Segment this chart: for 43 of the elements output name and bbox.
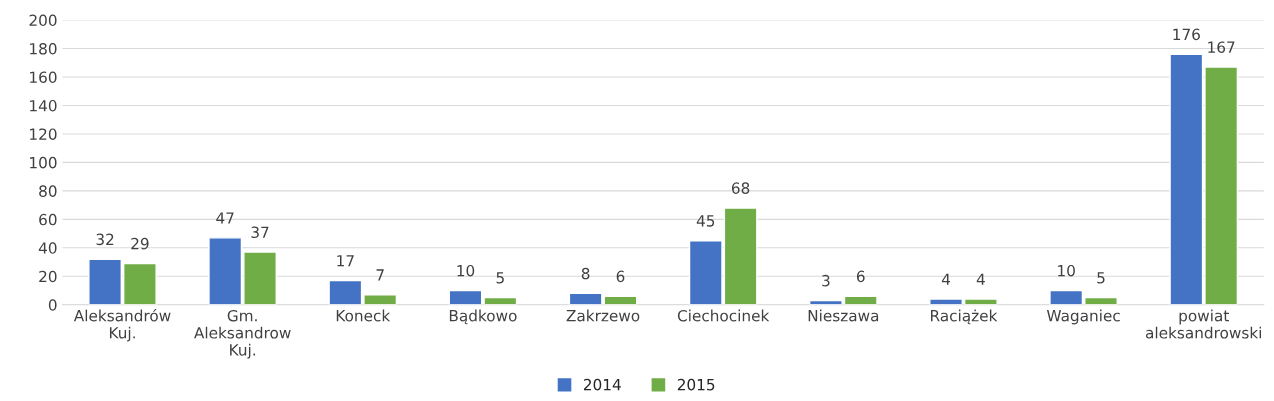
x-tick-label: Raciążek [931, 309, 998, 325]
x-tick-label: Koneck [336, 309, 391, 322]
data-label: 37 [251, 226, 269, 239]
x-tick-label: Waganiec [1046, 309, 1120, 325]
x-tick-label: powiat aleksandrowski [1145, 309, 1261, 339]
y-tick-label: 140 [30, 99, 57, 112]
y-tick-label: 80 [39, 185, 57, 197]
data-label: 29 [131, 237, 149, 250]
x-tick-label: Ciechocinek [677, 309, 770, 322]
data-label: 3 [822, 274, 830, 287]
data-label: 176 [1173, 28, 1200, 41]
data-label: 6 [856, 270, 865, 283]
y-tick-label: 0 [48, 299, 57, 311]
data-label: 10 [1058, 264, 1075, 277]
y-tick-label: 20 [39, 270, 57, 283]
data-label: 4 [941, 273, 951, 285]
data-label: 45 [696, 215, 715, 227]
x-tick-label: Bądkowo [449, 309, 517, 325]
x-tick-label: Gm. Aleksandrow Kuj. [194, 309, 291, 359]
data-label: 4 [976, 273, 985, 285]
y-tick-label: 180 [30, 42, 57, 55]
data-label: 47 [216, 212, 234, 224]
y-tick-label: 60 [39, 213, 57, 226]
y-tick-label: 40 [38, 242, 57, 254]
data-label: 6 [616, 270, 625, 283]
data-label: 32 [96, 233, 114, 246]
data-label: 7 [376, 269, 384, 281]
legend-label: 2015 [677, 378, 715, 391]
legend-label: 2014 [583, 378, 621, 391]
y-tick-label: 200 [29, 14, 57, 27]
y-tick-label: 100 [30, 156, 57, 169]
x-tick-label: Nieszawa [808, 309, 879, 322]
x-tick-label: Zakrzewo [566, 309, 640, 322]
data-label: 8 [581, 267, 590, 280]
data-label: 68 [731, 182, 750, 194]
y-tick-label: 160 [30, 71, 57, 84]
data-label: 167 [1208, 41, 1235, 53]
data-label: 5 [1097, 272, 1105, 284]
data-label: 5 [496, 272, 504, 284]
data-label: 17 [337, 255, 354, 267]
y-tick-label: 120 [30, 128, 57, 140]
data-label: 10 [457, 264, 475, 277]
x-tick-label: Aleksandrów Kuj. [73, 309, 171, 342]
